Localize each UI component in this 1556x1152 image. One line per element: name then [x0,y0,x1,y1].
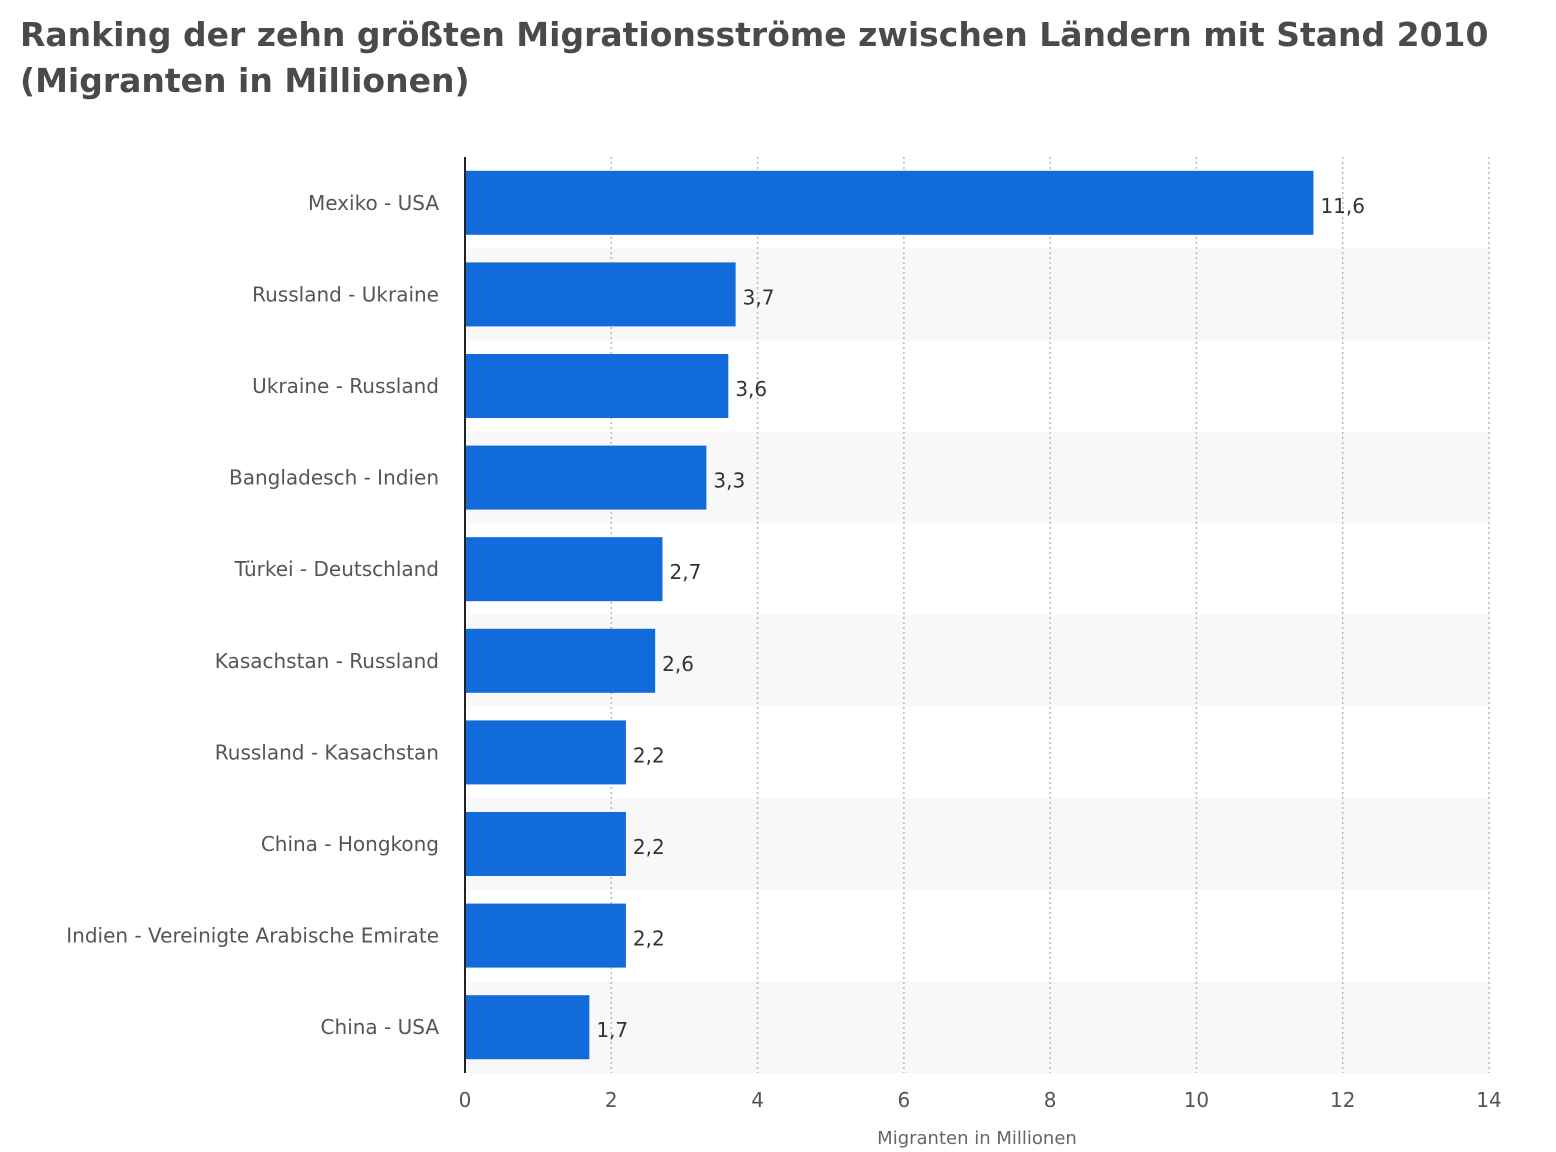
bar [465,445,707,510]
bar [465,262,736,327]
x-axis-title: Migranten in Millionen [877,1128,1077,1149]
x-tick-label: 6 [897,1088,910,1112]
value-label: 2,2 [633,743,665,767]
category-label: Mexiko - USA [308,191,439,215]
x-tick-label: 2 [605,1088,618,1112]
x-tick-label: 14 [1476,1088,1501,1112]
value-label: 3,6 [735,377,767,401]
bar [465,812,626,876]
category-label: China - USA [321,1015,440,1039]
value-label: 2,2 [633,927,665,951]
row-band [465,981,1489,1073]
value-label: 3,3 [713,469,745,493]
value-label: 11,6 [1320,194,1365,218]
category-label: Russland - Ukraine [252,282,439,306]
x-tick-label: 0 [459,1088,472,1112]
category-label: China - Hongkong [261,832,439,856]
row-band [465,798,1489,890]
category-label: Türkei - Deutschland [233,557,439,581]
x-tick-label: 4 [751,1088,764,1112]
category-label: Russland - Kasachstan [215,740,439,764]
bar [465,170,1314,235]
bar [465,903,626,968]
value-label: 1,7 [596,1018,628,1042]
category-label: Bangladesch - Indien [229,466,439,490]
category-label: Indien - Vereinigte Arabische Emirate [66,924,439,948]
x-tick-label: 8 [1044,1088,1057,1112]
value-label: 2,2 [633,835,665,859]
bar [465,720,626,785]
category-label: Kasachstan - Russland [215,649,439,673]
x-tick-label: 10 [1184,1088,1209,1112]
chart-title: Ranking der zehn größten Migrationsström… [20,15,1489,100]
bar [465,995,590,1060]
value-label: 3,7 [743,285,775,309]
value-label: 2,6 [662,652,694,676]
category-label: Ukraine - Russland [252,374,439,398]
value-label: 2,7 [669,560,701,584]
bar [465,628,656,693]
bar [465,537,663,602]
bar [465,354,729,418]
x-tick-label: 12 [1330,1088,1355,1112]
